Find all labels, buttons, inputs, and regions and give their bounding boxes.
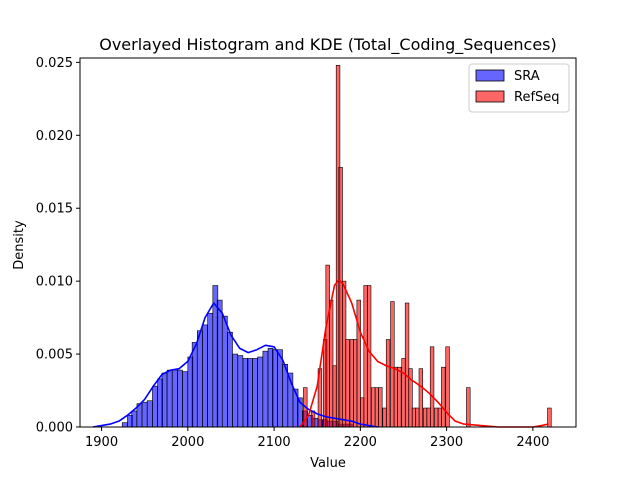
y-tick-label: 0.015 bbox=[36, 202, 73, 217]
sra-bar bbox=[182, 371, 188, 428]
refseq-bar bbox=[378, 387, 383, 428]
legend-swatch-sra bbox=[475, 69, 505, 82]
refseq-bar bbox=[441, 366, 446, 428]
sra-bar bbox=[207, 312, 213, 428]
x-tick-label: 1900 bbox=[85, 435, 118, 450]
sra-bar bbox=[262, 350, 269, 428]
refseq-bar bbox=[397, 366, 402, 428]
refseq-bar bbox=[366, 285, 372, 428]
sra-bar bbox=[166, 369, 173, 428]
y-tick-label: 0.005 bbox=[36, 348, 73, 363]
legend: SRA RefSeq bbox=[468, 63, 570, 113]
chart-title: Overlayed Histogram and KDE (Total_Codin… bbox=[99, 35, 557, 55]
sra-bar bbox=[252, 358, 258, 428]
sra-bar bbox=[247, 358, 253, 428]
x-axis-ticks: 1900 2000 2100 2200 2300 2400 bbox=[85, 427, 549, 450]
legend-label-refseq: RefSeq bbox=[514, 90, 560, 105]
legend-label-sra: SRA bbox=[514, 69, 540, 84]
axes-frame bbox=[79, 57, 577, 428]
y-axis-label: Density bbox=[12, 220, 27, 270]
refseq-bar bbox=[466, 387, 471, 428]
x-tick-label: 2200 bbox=[344, 435, 377, 450]
legend-swatch-refseq bbox=[475, 90, 505, 103]
refseq-bar bbox=[310, 410, 316, 428]
refseq-bar bbox=[418, 368, 424, 428]
sra-bar bbox=[227, 331, 233, 428]
refseq-bar bbox=[345, 339, 350, 428]
x-tick-label: 2000 bbox=[171, 435, 204, 450]
sra-bar bbox=[131, 410, 138, 428]
sra-bar bbox=[257, 356, 264, 428]
sra-bar bbox=[237, 355, 244, 428]
x-tick-label: 2100 bbox=[258, 435, 291, 450]
refseq-bar bbox=[385, 339, 391, 428]
sra-bar bbox=[161, 372, 168, 428]
x-axis-label: Value bbox=[310, 456, 346, 471]
sra-bar bbox=[202, 324, 208, 428]
x-tick-label: 2400 bbox=[516, 435, 549, 450]
sra-bar bbox=[121, 422, 128, 428]
sra-bar bbox=[197, 330, 203, 428]
x-tick-label: 2300 bbox=[430, 435, 463, 450]
sra-bar bbox=[177, 369, 183, 428]
y-axis-ticks: 0.000 0.005 0.010 0.015 0.020 0.025 bbox=[36, 56, 80, 436]
sra-bar bbox=[232, 353, 238, 428]
sra-bar bbox=[277, 349, 283, 428]
sra-bar bbox=[216, 299, 223, 428]
sra-bar bbox=[146, 400, 153, 428]
y-tick-label: 0.020 bbox=[36, 129, 73, 144]
sra-bar bbox=[272, 349, 278, 428]
y-tick-label: 0.025 bbox=[36, 56, 73, 71]
y-tick-label: 0.010 bbox=[36, 275, 73, 290]
sra-bar bbox=[171, 369, 178, 428]
sra-bar bbox=[222, 315, 228, 428]
y-tick-label: 0.000 bbox=[36, 421, 73, 436]
sra-bar bbox=[152, 385, 158, 428]
sra-bar bbox=[141, 401, 148, 428]
sra-kde-line bbox=[92, 302, 378, 428]
sra-bar bbox=[191, 342, 198, 428]
refseq-bar bbox=[429, 346, 435, 428]
